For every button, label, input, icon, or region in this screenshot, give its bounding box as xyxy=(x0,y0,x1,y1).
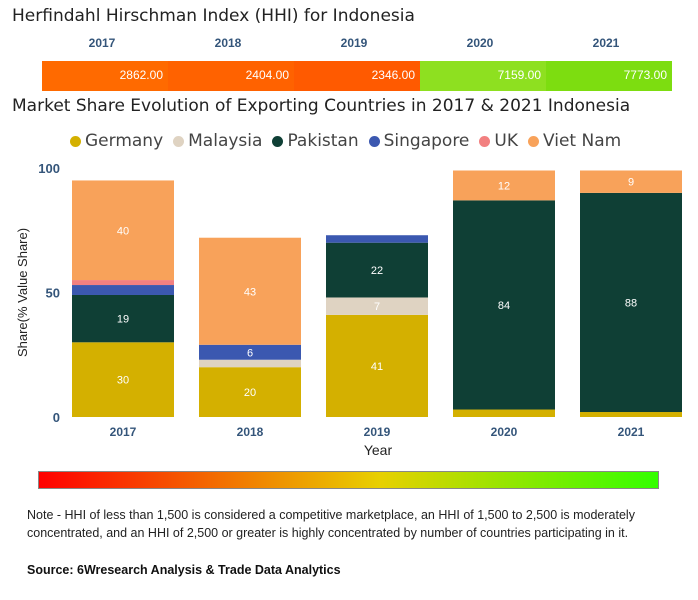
bar-2019-germany xyxy=(326,314,428,417)
hhi-year-2017: 2017 xyxy=(88,36,116,50)
y-axis-label: Share(% Value Share) xyxy=(15,228,30,357)
bar-2021-pakistan xyxy=(580,192,682,413)
data-label-2021-pakistan: 88 xyxy=(625,297,637,309)
bar-2018-germany xyxy=(199,367,301,417)
data-label-2020-viet-nam: 12 xyxy=(498,180,510,192)
data-label-2020-pakistan: 84 xyxy=(498,300,510,312)
hhi-year-2019: 2019 xyxy=(340,36,368,50)
hhi-cell-2019: 2346.00 xyxy=(294,61,420,91)
bar-2017-germany xyxy=(72,342,174,417)
hhi-year-row: 2017 2018 2019 2020 2021 xyxy=(42,36,672,56)
source-text: Source: 6Wresearch Analysis & Trade Data… xyxy=(27,563,341,577)
hhi-value-2017: 2862.00 xyxy=(119,68,163,82)
x-tick-label-2017: 2017 xyxy=(110,425,137,439)
legend-item-germany: Germany xyxy=(70,131,163,151)
bar-2019-malaysia xyxy=(326,297,428,315)
hhi-heat-bar: 2862.00 2404.00 2346.00 7159.00 7773.00 xyxy=(42,61,672,91)
legend-label-vietnam: Viet Nam xyxy=(542,131,622,151)
legend-dot-pakistan xyxy=(272,135,284,147)
bar-2021-germany xyxy=(580,412,682,417)
legend-dot-uk xyxy=(479,135,491,147)
hhi-year-2020: 2020 xyxy=(466,36,494,50)
data-label-2019-malaysia: 7 xyxy=(374,301,380,313)
hhi-value-2018: 2404.00 xyxy=(245,68,289,82)
bar-2017-viet-nam xyxy=(72,180,174,281)
legend-label-germany: Germany xyxy=(85,131,164,151)
hhi-year-2018: 2018 xyxy=(214,36,242,50)
hhi-cell-2020: 7159.00 xyxy=(420,61,546,91)
data-label-2017-viet-nam: 40 xyxy=(117,225,129,237)
y-tick-label-50: 50 xyxy=(46,286,60,301)
legend-dot-malaysia xyxy=(173,135,185,147)
stacked-bar-chart: 0 50 100 Share(% Value Share) 30 19 40 2017 20 6 4… xyxy=(15,161,682,458)
hhi-value-2019: 2346.00 xyxy=(371,68,415,82)
bar-2018-malaysia xyxy=(199,359,301,368)
legend-item-pakistan: Pakistan xyxy=(272,131,359,151)
bar-2018-viet-nam xyxy=(199,237,301,345)
legend-label-pakistan: Pakistan xyxy=(287,131,359,151)
legend-item-malaysia: Malaysia xyxy=(173,131,262,151)
data-label-2018-viet-nam: 43 xyxy=(244,286,256,298)
hhi-cell-2017: 2862.00 xyxy=(42,61,168,91)
data-label-2019-pakistan: 22 xyxy=(371,265,383,277)
hhi-year-2021: 2021 xyxy=(592,36,620,50)
bar-2018-singapore xyxy=(199,344,301,360)
x-axis-label: Year xyxy=(364,442,393,458)
hhi-scale-gradient xyxy=(38,471,659,489)
bar-2017-singapore xyxy=(72,285,174,295)
legend-item-vietnam: Viet Nam xyxy=(527,131,622,151)
data-label-2018-germany: 20 xyxy=(244,387,256,399)
legend-label-malaysia: Malaysia xyxy=(188,131,263,151)
bar-2020-viet-nam xyxy=(453,170,555,201)
data-label-2019-germany: 41 xyxy=(371,361,383,373)
x-tick-label-2021: 2021 xyxy=(618,425,645,439)
x-tick-label-2018: 2018 xyxy=(237,425,264,439)
hhi-value-2020: 7159.00 xyxy=(497,68,541,82)
x-tick-label-2019: 2019 xyxy=(364,425,391,439)
data-label-2018-singapore: 6 xyxy=(247,347,253,359)
bar-2019-singapore xyxy=(326,235,428,243)
legend-label-uk: UK xyxy=(494,131,518,151)
y-tick-label-100: 100 xyxy=(38,161,60,176)
legend-label-singapore: Singapore xyxy=(383,131,470,151)
bar-2017-pakistan xyxy=(72,294,174,343)
x-tick-label-2020: 2020 xyxy=(491,425,518,439)
data-label-2017-pakistan: 19 xyxy=(117,314,129,326)
hhi-cell-2018: 2404.00 xyxy=(168,61,294,91)
legend-dot-germany xyxy=(70,135,81,147)
chart-title: Market Share Evolution of Exporting Coun… xyxy=(12,96,631,116)
legend-dot-vietnam xyxy=(527,135,539,147)
hhi-cell-2021: 7773.00 xyxy=(546,61,672,91)
bar-2020-germany xyxy=(453,409,555,417)
legend-item-singapore: Singapore xyxy=(368,131,470,151)
hhi-value-2021: 7773.00 xyxy=(623,68,667,82)
y-tick-label-0: 0 xyxy=(53,410,60,425)
data-label-2021-viet-nam: 9 xyxy=(628,177,634,189)
legend-item-uk: UK xyxy=(479,131,518,151)
bar-2020-pakistan xyxy=(453,200,555,410)
hhi-title: Herfindahl Hirschman Index (HHI) for Ind… xyxy=(12,6,415,26)
bar-2017-uk xyxy=(72,280,174,286)
legend-dot-singapore xyxy=(368,135,380,147)
data-label-2017-germany: 30 xyxy=(117,375,129,387)
bar-2021-viet-nam xyxy=(580,170,682,193)
note-text: Note - HHI of less than 1,500 is conside… xyxy=(27,508,635,540)
bar-2019-pakistan xyxy=(326,242,428,298)
chart-legend: Germany Malaysia Pakistan Singapore UK V… xyxy=(70,128,631,154)
